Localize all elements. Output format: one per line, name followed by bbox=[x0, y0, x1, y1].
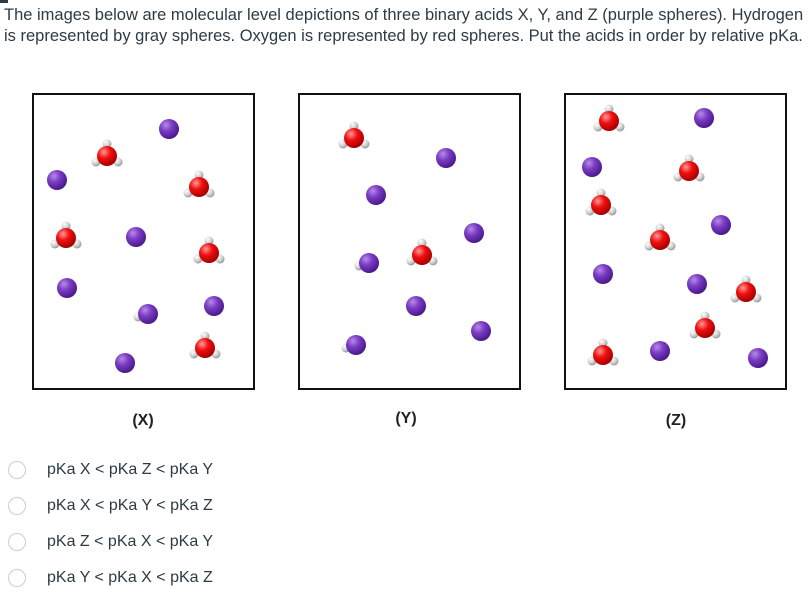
oxygen-sphere bbox=[599, 111, 619, 131]
anion-sphere bbox=[126, 227, 146, 247]
answer-option-1[interactable]: pKa X < pKa Z < pKa Y bbox=[8, 455, 213, 485]
answer-label: pKa Z < pKa X < pKa Y bbox=[47, 533, 214, 550]
anion-sphere bbox=[464, 223, 484, 243]
anion-sphere bbox=[359, 253, 379, 273]
hydrogen-sphere bbox=[194, 170, 204, 180]
anion-sphere bbox=[406, 296, 426, 316]
oxygen-sphere bbox=[199, 243, 219, 263]
hydrogen-sphere bbox=[204, 236, 214, 246]
anion-sphere bbox=[593, 264, 613, 284]
oxygen-sphere bbox=[412, 245, 432, 265]
answer-label: pKa Y < pKa X < pKa Z bbox=[47, 569, 213, 586]
radio-button[interactable] bbox=[8, 569, 26, 587]
panel-x-label: (X) bbox=[132, 412, 154, 429]
anion-sphere bbox=[748, 348, 768, 368]
oxygen-sphere bbox=[695, 318, 715, 338]
anion-sphere bbox=[115, 353, 135, 373]
oxygen-sphere bbox=[679, 161, 699, 181]
anion-sphere bbox=[650, 341, 670, 361]
oxygen-sphere bbox=[97, 146, 117, 166]
oxygen-sphere bbox=[189, 177, 209, 197]
anion-sphere bbox=[366, 185, 386, 205]
oxygen-sphere bbox=[195, 338, 215, 358]
oxygen-sphere bbox=[593, 345, 613, 365]
answer-option-4[interactable]: pKa Y < pKa X < pKa Z bbox=[8, 563, 213, 593]
oxygen-sphere bbox=[344, 128, 364, 148]
answer-option-2[interactable]: pKa X < pKa Y < pKa Z bbox=[8, 491, 213, 521]
oxygen-sphere bbox=[650, 230, 670, 250]
molecule-drawing bbox=[47, 104, 768, 373]
hydrogen-sphere bbox=[684, 154, 694, 164]
molecular-figure: (X) (Y) (Z) bbox=[32, 93, 787, 429]
answer-option-3[interactable]: pKa Z < pKa X < pKa Y bbox=[8, 527, 213, 557]
panel-y-label: (Y) bbox=[395, 410, 417, 427]
oxygen-sphere bbox=[56, 228, 76, 248]
anion-sphere bbox=[57, 278, 77, 298]
oxygen-sphere bbox=[591, 195, 611, 215]
answer-label: pKa X < pKa Y < pKa Z bbox=[47, 497, 213, 514]
hydrogen-sphere bbox=[417, 238, 427, 248]
hydrogen-sphere bbox=[102, 139, 112, 149]
anion-sphere bbox=[687, 274, 707, 294]
hydrogen-sphere bbox=[741, 275, 751, 285]
anion-sphere bbox=[582, 157, 602, 177]
anion-sphere bbox=[204, 296, 224, 316]
anion-sphere bbox=[159, 119, 179, 139]
hydrogen-sphere bbox=[200, 331, 210, 341]
anion-sphere bbox=[47, 170, 67, 190]
radio-button[interactable] bbox=[8, 461, 26, 479]
anion-sphere bbox=[436, 148, 456, 168]
hydrogen-sphere bbox=[596, 188, 606, 198]
anion-sphere bbox=[471, 321, 491, 341]
hydrogen-sphere bbox=[655, 223, 665, 233]
anion-sphere bbox=[694, 108, 714, 128]
radio-button[interactable] bbox=[8, 533, 26, 551]
answer-label: pKa X < pKa Z < pKa Y bbox=[47, 461, 214, 478]
radio-button[interactable] bbox=[8, 497, 26, 515]
anion-sphere bbox=[346, 335, 366, 355]
hydrogen-sphere bbox=[604, 104, 614, 114]
anion-sphere bbox=[138, 304, 158, 324]
panel-z-label: (Z) bbox=[665, 412, 687, 429]
hydrogen-sphere bbox=[700, 311, 710, 321]
hydrogen-sphere bbox=[61, 221, 71, 231]
hydrogen-sphere bbox=[598, 338, 608, 348]
corner-mark bbox=[0, 0, 8, 3]
oxygen-sphere bbox=[736, 282, 756, 302]
hydrogen-sphere bbox=[349, 121, 359, 131]
anion-sphere bbox=[711, 215, 731, 235]
question-text: The images below are molecular level dep… bbox=[4, 6, 804, 45]
